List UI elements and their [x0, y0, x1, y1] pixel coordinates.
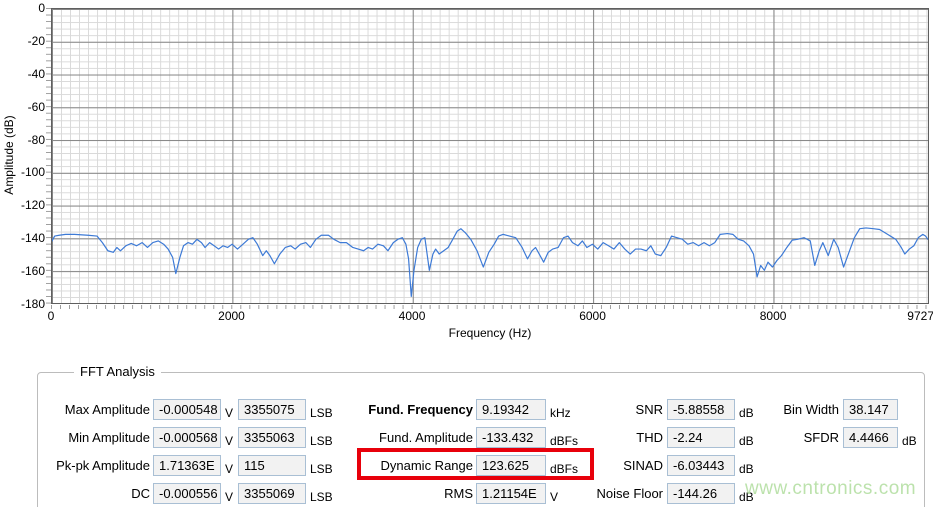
field-label: Min Amplitude: [68, 430, 150, 445]
y-tick-label: -60: [27, 99, 45, 114]
field-dc: DC -0.000556 V 3355069 LSB: [40, 483, 333, 504]
field-label: RMS: [444, 486, 473, 501]
y-tick-label: -20: [27, 33, 45, 48]
field-pkpk-amplitude: Pk-pk Amplitude 1.71363E V 115 LSB: [40, 455, 333, 476]
x-tick-label: 9727.47: [907, 309, 933, 323]
x-tick-label: 8000: [759, 309, 787, 323]
noise-floor-value-box[interactable]: -144.26: [667, 483, 735, 504]
field-label: Noise Floor: [596, 486, 663, 501]
field-label: THD: [636, 430, 663, 445]
field-dynamic-range: Dynamic Range 123.625 dBFs: [363, 455, 578, 476]
unit-label: V: [550, 490, 559, 504]
field-label: Bin Width: [783, 402, 839, 417]
field-label: Fund. Frequency: [368, 402, 473, 417]
x-axis-minor-ticks: [51, 305, 929, 309]
field-label: Max Amplitude: [64, 402, 150, 417]
y-tick-label: -80: [27, 132, 45, 147]
y-tick-label: -180: [20, 297, 45, 311]
x-tick-label: 6000: [579, 309, 606, 323]
field-label: SFDR: [803, 430, 839, 445]
field-label: Dynamic Range: [380, 458, 474, 473]
unit-label: dB: [739, 406, 754, 420]
y-tick-label: 0: [38, 1, 45, 15]
sinad-value-box[interactable]: -6.03443: [667, 455, 735, 476]
x-tick-label: 2000: [218, 309, 245, 323]
watermark-text: www.cntronics.com: [745, 478, 917, 499]
field-label: DC: [131, 486, 150, 501]
field-label: Pk-pk Amplitude: [56, 458, 150, 473]
field-bin-width: Bin Width 38.147: [767, 399, 902, 420]
unit-label: dBFs: [550, 434, 579, 448]
x-tick-label: 4000: [398, 309, 426, 323]
max-amplitude-v-value-box[interactable]: -0.000548: [153, 399, 221, 420]
unit-label: V: [225, 434, 234, 448]
unit-label: dB: [739, 462, 754, 476]
field-label: Fund. Amplitude: [379, 430, 473, 445]
fund-amplitude-value-box[interactable]: -133.432: [476, 427, 546, 448]
fft-trace: [52, 227, 928, 298]
y-tick-label: -120: [20, 198, 45, 213]
spectrum-plot-area[interactable]: [51, 8, 929, 304]
field-sfdr: SFDR 4.4466 dB: [767, 427, 917, 448]
field-fund-frequency: Fund. Frequency 9.19342 kHz: [363, 399, 571, 420]
rms-value-box[interactable]: 1.21154E: [476, 483, 546, 504]
field-label: SNR: [635, 402, 663, 417]
x-axis-title: Frequency (Hz): [448, 326, 532, 340]
fund-frequency-value-box[interactable]: 9.19342: [476, 399, 546, 420]
field-snr: SNR -5.88558 dB: [587, 399, 754, 420]
y-tick-label: -160: [20, 264, 45, 279]
unit-label: dBFs: [550, 462, 579, 476]
dynamic-range-value-box[interactable]: 123.625: [476, 455, 546, 476]
unit-label: dB: [739, 434, 754, 448]
min-amplitude-lsb-value-box[interactable]: 3355063: [238, 427, 306, 448]
y-tick-label: -140: [20, 231, 45, 246]
unit-label: LSB: [310, 490, 333, 504]
field-fund-amplitude: Fund. Amplitude -133.432 dBFs: [363, 427, 578, 448]
fft-trace-svg: [52, 227, 928, 298]
field-min-amplitude: Min Amplitude -0.000568 V 3355063 LSB: [40, 427, 333, 448]
bin-width-value-box[interactable]: 38.147: [843, 399, 898, 420]
y-tick-label: -40: [27, 66, 45, 81]
field-label: SINAD: [623, 458, 663, 473]
sfdr-value-box[interactable]: 4.4466: [843, 427, 898, 448]
unit-label: V: [225, 406, 234, 420]
max-amplitude-lsb-value-box[interactable]: 3355075: [238, 399, 306, 420]
y-axis-minor-ticks: [46, 8, 51, 304]
unit-label: V: [225, 462, 234, 476]
min-amplitude-v-value-box[interactable]: -0.000568: [153, 427, 221, 448]
unit-label: LSB: [310, 406, 333, 420]
field-thd: THD -2.24 dB: [587, 427, 754, 448]
fft-analysis-title: FFT Analysis: [74, 364, 161, 379]
thd-value-box[interactable]: -2.24: [667, 427, 735, 448]
unit-label: dB: [739, 490, 754, 504]
field-sinad: SINAD -6.03443 dB: [587, 455, 754, 476]
field-rms: RMS 1.21154E V: [363, 483, 558, 504]
field-noise-floor: Noise Floor -144.26 dB: [587, 483, 754, 504]
x-tick-label: 0: [47, 309, 55, 323]
pkpk-amplitude-v-value-box[interactable]: 1.71363E: [153, 455, 221, 476]
field-max-amplitude: Max Amplitude -0.000548 V 3355075 LSB: [40, 399, 333, 420]
y-tick-label: -100: [20, 165, 45, 180]
unit-label: V: [225, 490, 234, 504]
snr-value-box[interactable]: -5.88558: [667, 399, 735, 420]
unit-label: dB: [902, 434, 917, 448]
unit-label: LSB: [310, 434, 333, 448]
dc-lsb-value-box[interactable]: 3355069: [238, 483, 306, 504]
unit-label: LSB: [310, 462, 333, 476]
pkpk-amplitude-lsb-value-box[interactable]: 115: [238, 455, 306, 476]
unit-label: kHz: [550, 406, 571, 420]
dc-v-value-box[interactable]: -0.000556: [153, 483, 221, 504]
